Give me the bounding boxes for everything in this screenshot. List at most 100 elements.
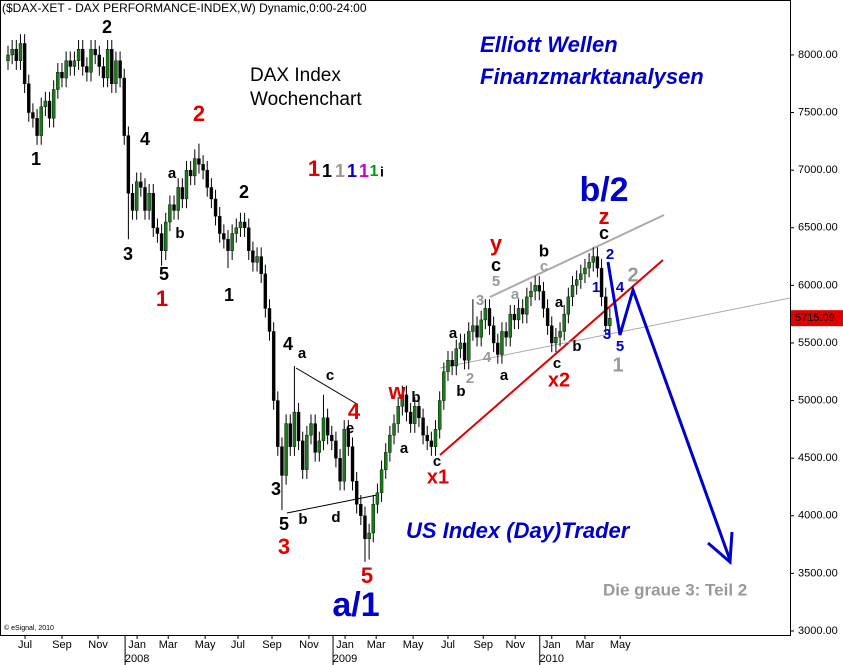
candle-body <box>334 440 338 459</box>
wave-label: 5 <box>616 338 624 355</box>
wave-label: a <box>298 345 307 362</box>
candle-body <box>313 423 317 453</box>
y-tick-label: 3500.00 <box>798 567 838 579</box>
wave-label: 2 <box>193 101 205 126</box>
candle-body <box>217 216 222 234</box>
wave-label: z <box>599 204 610 229</box>
wave-label: 1 <box>359 161 369 181</box>
candle-body <box>47 100 52 119</box>
candle-body <box>462 342 467 361</box>
candle-body <box>301 440 305 470</box>
wave-label: a <box>400 440 409 457</box>
candle-body <box>64 60 68 79</box>
wave-label: 2 <box>239 182 249 202</box>
wave-label: 1 <box>224 285 234 305</box>
candle-body <box>280 446 284 476</box>
candle-body <box>242 221 247 228</box>
candle-body <box>139 181 143 188</box>
wave-label: x1 <box>427 466 449 488</box>
candle-body <box>43 100 48 107</box>
candle-body <box>89 48 93 73</box>
x-tick-label: May <box>610 639 631 651</box>
candle-body <box>263 273 268 309</box>
candle-body <box>570 285 575 298</box>
x-tick-label: Jul <box>18 639 32 651</box>
wave-label: 1 <box>322 161 332 181</box>
candle-body <box>508 313 512 338</box>
note: Die graue 3: Teil 2 <box>603 580 747 599</box>
last-price-label: 5715.09 <box>795 312 835 324</box>
x-tick-label: Jan <box>128 639 146 651</box>
candle-body <box>354 481 359 505</box>
candle-body <box>346 429 351 447</box>
candle-body <box>226 239 230 251</box>
candle-body <box>404 394 409 413</box>
wave-label: 4 <box>283 334 293 354</box>
x-tick-label: Jan <box>336 639 354 651</box>
y-tick-label: 6500.00 <box>798 222 838 234</box>
candle-body <box>60 72 64 79</box>
wave-label: 1 <box>592 279 600 296</box>
y-tick-label: 5500.00 <box>798 337 838 349</box>
candle-body <box>500 331 504 355</box>
candle-body <box>164 221 168 251</box>
candle-body <box>76 48 81 61</box>
wave-label: 1 <box>308 156 320 181</box>
candle-body <box>433 429 438 447</box>
wave-label: 5 <box>361 563 373 588</box>
year-label: 2009 <box>333 653 357 665</box>
candle-body <box>392 423 396 436</box>
candle-body <box>126 135 131 194</box>
wave-label: 4 <box>140 129 150 149</box>
wave-label: b <box>411 389 420 406</box>
candle-body <box>608 317 612 326</box>
candle-body <box>566 296 571 315</box>
candle-body <box>550 325 554 344</box>
year-label: 2010 <box>540 653 564 665</box>
candle-body <box>541 290 546 309</box>
wave-label: 1 <box>370 163 379 180</box>
wave-label: e <box>346 420 354 437</box>
candle-body <box>155 227 160 234</box>
wave-label: 2 <box>627 264 638 286</box>
candle-body <box>400 394 405 407</box>
candle-body <box>421 417 425 436</box>
wave-label: 1 <box>612 354 623 376</box>
candle-body <box>533 285 537 292</box>
candle-body <box>27 83 31 113</box>
candle-body <box>437 400 442 430</box>
candle-body <box>475 325 479 338</box>
candle-body <box>305 434 309 470</box>
candle-body <box>599 267 604 298</box>
candle-body <box>172 204 176 211</box>
candle-body <box>6 54 10 61</box>
candle-body <box>562 313 566 332</box>
chart-title: ($DAX-XET - DAX PERFORMANCE-INDEX,W) Dyn… <box>2 1 367 15</box>
candle-body <box>471 325 475 332</box>
candle-body <box>143 187 147 211</box>
candle-body <box>14 48 19 61</box>
wave-label: c <box>599 223 609 243</box>
candle-body <box>363 515 367 540</box>
candle-body <box>97 54 102 67</box>
candle-body <box>425 434 429 442</box>
candle-body <box>579 273 583 280</box>
wave-label: d <box>331 509 340 526</box>
wave-label: b <box>539 241 549 260</box>
candle-body <box>338 457 342 482</box>
candle-body <box>379 469 384 493</box>
wave-label: b/2 <box>579 171 628 209</box>
candle-body <box>417 406 421 419</box>
x-tick-label: Mar <box>367 639 386 651</box>
candle-body <box>255 256 259 263</box>
candle-body <box>271 331 276 401</box>
candle-body <box>35 118 39 136</box>
plot-frame <box>0 0 791 636</box>
candle-body <box>31 112 35 119</box>
x-tick-label: Nov <box>505 639 525 651</box>
candle-body <box>384 452 388 470</box>
candle-body <box>93 48 97 56</box>
candle-body <box>454 348 458 367</box>
candle-body <box>408 411 413 424</box>
candle-body <box>446 360 450 372</box>
